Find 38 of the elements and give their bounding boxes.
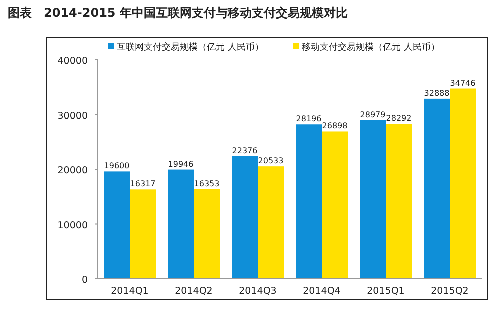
y-tick-label: 30000 bbox=[58, 110, 88, 122]
bar bbox=[386, 124, 412, 279]
data-label: 32888 bbox=[424, 88, 450, 98]
bar bbox=[130, 190, 156, 279]
bar bbox=[424, 98, 450, 279]
chart-title: 图表 2014-2015 年中国互联网支付与移动支付交易规模对比 bbox=[8, 6, 348, 20]
bar bbox=[296, 124, 322, 279]
x-tick-label: 2014Q3 bbox=[239, 286, 277, 297]
y-tick-label: 40000 bbox=[58, 56, 88, 67]
x-tick-label: 2014Q4 bbox=[303, 286, 341, 297]
x-tick-label: 2014Q1 bbox=[111, 286, 149, 297]
bar bbox=[360, 120, 386, 279]
legend-label: 移动支付交易规模（亿元 人民币） bbox=[302, 42, 440, 53]
bar bbox=[322, 132, 348, 279]
data-label: 28292 bbox=[386, 114, 412, 124]
bar bbox=[194, 189, 220, 279]
data-label: 19946 bbox=[168, 160, 194, 169]
x-tick-label: 2014Q2 bbox=[175, 286, 213, 297]
bar bbox=[168, 170, 194, 279]
data-label: 22376 bbox=[232, 146, 258, 156]
data-label: 16353 bbox=[194, 179, 220, 188]
data-label: 28979 bbox=[360, 110, 386, 120]
data-label: 26898 bbox=[322, 122, 348, 131]
data-label: 19600 bbox=[104, 162, 130, 171]
y-tick-label: 20000 bbox=[58, 166, 88, 176]
legend-label: 互联网支付交易规模（亿元 人民币） bbox=[117, 42, 264, 53]
x-tick-label: 2015Q2 bbox=[431, 286, 469, 297]
bar bbox=[258, 166, 284, 279]
y-tick-label: 0 bbox=[82, 275, 88, 286]
bar bbox=[104, 172, 130, 279]
data-label: 34746 bbox=[450, 78, 476, 88]
bar bbox=[232, 156, 258, 279]
data-label: 20533 bbox=[258, 156, 284, 166]
bar bbox=[450, 88, 476, 279]
x-tick-label: 2015Q1 bbox=[367, 286, 405, 297]
y-tick-label: 10000 bbox=[58, 220, 88, 232]
data-label: 28196 bbox=[296, 114, 322, 124]
data-label: 16317 bbox=[130, 180, 156, 189]
